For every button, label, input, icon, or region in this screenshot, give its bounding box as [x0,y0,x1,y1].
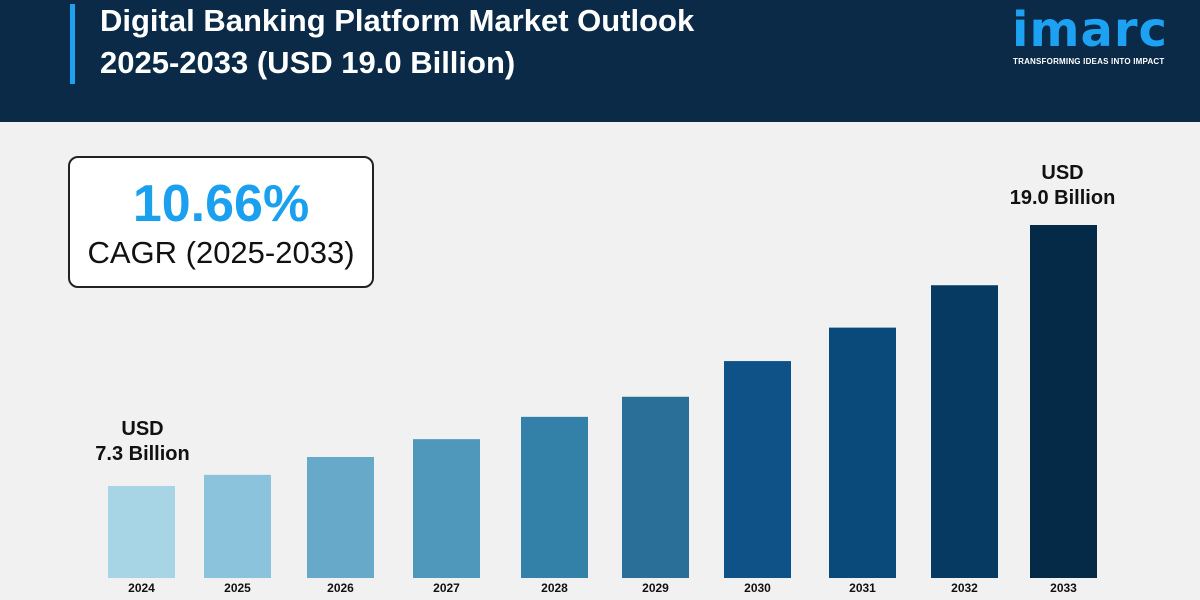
bar-2033 [1030,225,1097,578]
x-tick-2030: 2030 [744,581,771,595]
bar-2025 [204,474,271,578]
bar-2027 [413,439,480,578]
title-line-1: Digital Banking Platform Market Outlook [100,3,695,38]
x-tick-2028: 2028 [541,581,568,595]
x-tick-2029: 2029 [642,581,669,595]
cagr-value: 10.66% [132,175,310,233]
header: Digital Banking Platform Market Outlook … [0,0,1200,122]
cagr-box: 10.66% CAGR (2025-2033) [68,156,374,288]
x-tick-2033: 2033 [1050,581,1077,595]
annotation-2024-line1: USD [121,418,164,440]
page-title: Digital Banking Platform Market Outlook … [100,0,860,84]
bar-2030 [724,361,791,578]
annotation-2024-line2: 7.3 Billion [95,443,190,465]
annotation-2033: USD 19.0 Billion [995,161,1130,211]
x-tick-2032: 2032 [951,581,978,595]
annotation-2033-line2: 19.0 Billion [1009,187,1116,209]
bar-2032 [931,285,998,578]
x-tick-2031: 2031 [849,581,876,595]
bar-2029 [622,396,689,578]
x-tick-2026: 2026 [327,581,354,595]
imarc-logo: imarc [1012,2,1168,58]
annotation-2033-line1: USD [1041,162,1084,184]
title-line-2: 2025-2033 (USD 19.0 Billion) [100,45,516,80]
bar-2028 [521,416,588,578]
logo-tagline: TRANSFORMING IDEAS INTO IMPACT [1013,57,1165,66]
cagr-label: CAGR (2025-2033) [87,235,355,270]
annotation-2024: USD 7.3 Billion [80,417,205,467]
x-tick-2024: 2024 [128,581,155,595]
x-tick-2027: 2027 [433,581,460,595]
title-accent-bar [70,4,75,84]
x-tick-2025: 2025 [224,581,251,595]
bar-2031 [829,327,896,578]
bar-2026 [307,457,374,578]
bar-2024 [108,486,175,578]
